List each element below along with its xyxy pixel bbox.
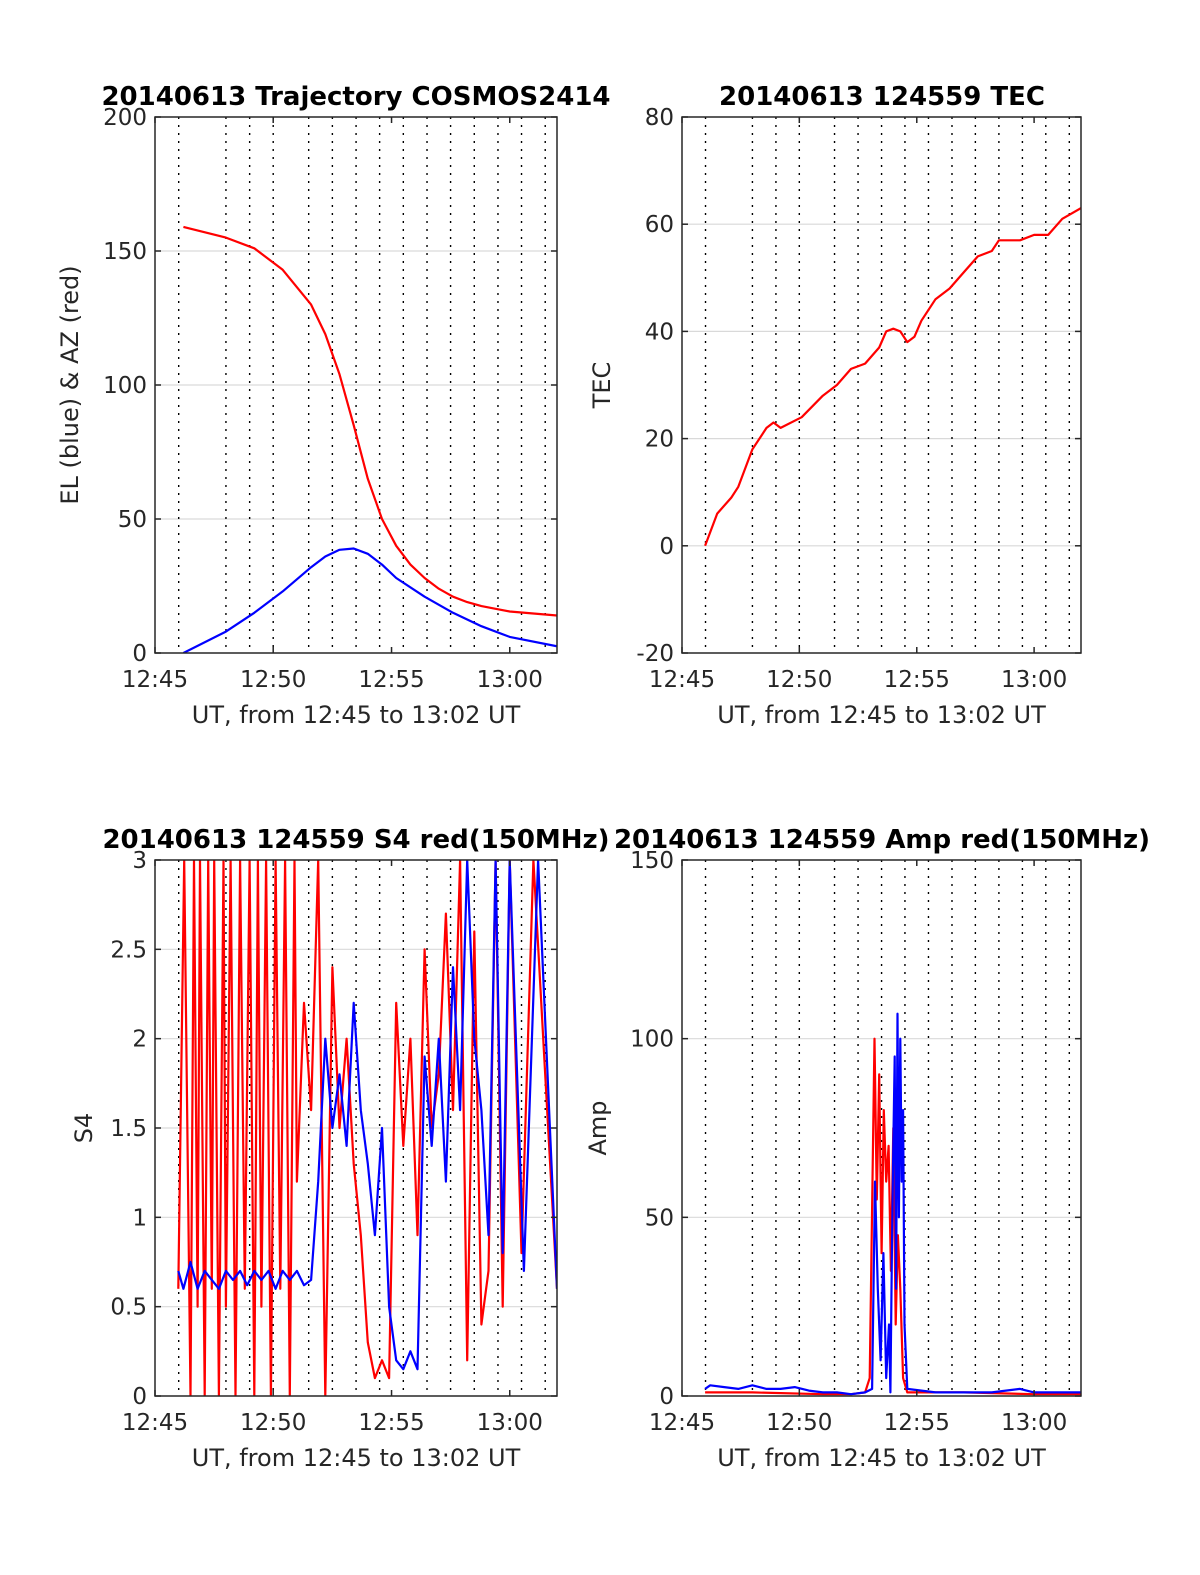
- y-tick-label: 150: [103, 239, 147, 265]
- series-blue-line: [182, 547, 557, 653]
- y-tick-label: 0: [659, 534, 674, 560]
- x-tick-label: 12:50: [240, 1410, 306, 1436]
- chart-1: 0 50 100 150 200 12:45 12:50 12:55 13:00 20140613…: [56, 82, 611, 729]
- x-tick-label: 12:55: [884, 667, 950, 693]
- y-tick-label: 100: [630, 1027, 674, 1053]
- chart-3: 0 0.5 1 1.5 2 2.5 3 12:45 12:50 12:55 13:00 2014061…: [70, 825, 610, 1472]
- chart-4: 0 50 100 150 12:45 12:50 12:55 13:00 20140613 12…: [584, 825, 1150, 1472]
- series-blue-line: [177, 860, 557, 1371]
- y-tick-label: 150: [630, 848, 674, 874]
- axes-frame: [681, 116, 1082, 654]
- series-blue-line: [704, 1012, 1081, 1396]
- series-red-line: [183, 225, 557, 617]
- y-tick-label: 60: [645, 212, 674, 238]
- y-axis-label: Amp: [584, 1100, 612, 1155]
- x-axis-label: UT, from 12:45 to 13:02 UT: [192, 1444, 521, 1472]
- axes-frame: [681, 859, 1082, 1397]
- y-tick-label: 40: [645, 319, 674, 345]
- chart-2: -20 0 20 40 60 80 12:45 12:50 12:55 13:00 20140613…: [588, 82, 1082, 729]
- y-tick-label: 2.5: [110, 937, 147, 963]
- x-tick-label: 12:55: [358, 667, 424, 693]
- y-tick-label: 1.5: [110, 1116, 147, 1142]
- chart-title: 20140613 124559 TEC: [719, 82, 1045, 112]
- x-tick-label: 12:50: [766, 1410, 832, 1436]
- x-tick-label: 12:45: [122, 667, 188, 693]
- y-tick-label: 200: [103, 105, 147, 131]
- x-tick-label: 13:00: [477, 667, 543, 693]
- x-axis-label: UT, from 12:45 to 13:02 UT: [717, 701, 1046, 729]
- y-tick-label: 2: [132, 1027, 147, 1053]
- x-tick-label: 12:50: [240, 667, 306, 693]
- x-tick-label: 12:45: [649, 667, 715, 693]
- y-axis-label: TEC: [588, 362, 616, 410]
- x-tick-label: 12:55: [358, 1410, 424, 1436]
- y-tick-label: 1: [132, 1205, 147, 1231]
- y-axis-label: EL (blue) & AZ (red): [56, 265, 84, 504]
- x-axis-label: UT, from 12:45 to 13:02 UT: [717, 1444, 1046, 1472]
- x-tick-label: 12:50: [766, 667, 832, 693]
- series-red-line: [177, 860, 557, 1396]
- y-tick-label: 100: [103, 373, 147, 399]
- y-axis-label: S4: [70, 1113, 98, 1144]
- x-axis-label: UT, from 12:45 to 13:02 UT: [192, 701, 521, 729]
- y-tick-label: 0: [132, 1384, 147, 1410]
- x-tick-label: 12:55: [884, 1410, 950, 1436]
- chart-title: 20140613 Trajectory COSMOS2414: [101, 82, 610, 112]
- x-tick-label: 13:00: [1001, 1410, 1067, 1436]
- y-tick-label: 0: [132, 641, 147, 667]
- series-red-line: [704, 207, 1081, 547]
- y-tick-label: 50: [118, 507, 147, 533]
- y-tick-label: 0.5: [110, 1295, 147, 1321]
- x-tick-label: 12:45: [649, 1410, 715, 1436]
- chart-title: 20140613 124559 S4 red(150MHz): [102, 825, 609, 855]
- y-tick-label: 80: [645, 105, 674, 131]
- y-tick-label: 0: [659, 1384, 674, 1410]
- y-tick-label: 3: [132, 848, 147, 874]
- y-tick-label: 20: [645, 427, 674, 453]
- x-tick-label: 13:00: [1001, 667, 1067, 693]
- y-tick-label: 50: [645, 1205, 674, 1231]
- x-tick-label: 12:45: [122, 1410, 188, 1436]
- x-tick-label: 13:00: [477, 1410, 543, 1436]
- chart-title: 20140613 124559 Amp red(150MHz): [614, 825, 1150, 855]
- y-tick-label: -20: [636, 641, 674, 667]
